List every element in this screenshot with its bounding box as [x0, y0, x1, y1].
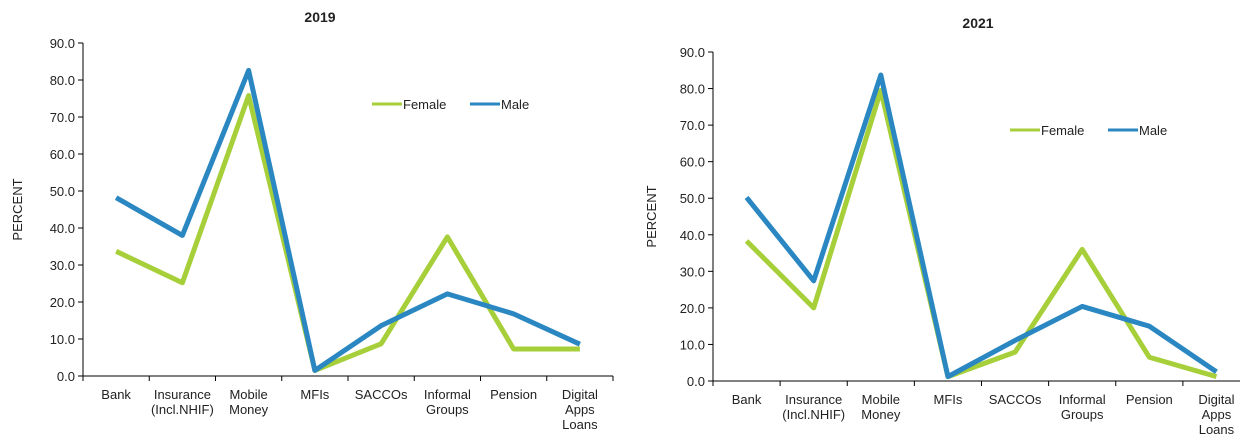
- legend-label: Male: [501, 97, 529, 112]
- x-tick-label: Informal Groups: [424, 387, 471, 417]
- x-tick-label: Informal Groups: [1059, 392, 1106, 422]
- y-axis-label: PERCENT: [644, 185, 659, 247]
- x-tick-label: Digital Apps Loans: [1198, 392, 1234, 437]
- y-tick-label: 40.0: [680, 228, 705, 243]
- y-tick-label: 90.0: [50, 36, 75, 51]
- y-tick-label: 60.0: [50, 147, 75, 162]
- chart-title: 2021: [962, 15, 993, 31]
- x-tick-label: Insurance (Incl.NHIF): [782, 392, 845, 422]
- x-tick-label: Mobile Money: [861, 392, 901, 422]
- x-tick-label: MFIs: [933, 392, 962, 407]
- y-tick-label: 20.0: [680, 301, 705, 316]
- y-tick-label: 70.0: [50, 110, 75, 125]
- y-tick-label: 10.0: [50, 332, 75, 347]
- y-tick-label: 70.0: [680, 118, 705, 133]
- y-tick-label: 20.0: [50, 295, 75, 310]
- y-tick-label: 10.0: [680, 337, 705, 352]
- x-tick-label: Bank: [732, 392, 762, 407]
- y-tick-label: 0.0: [57, 369, 75, 384]
- y-tick-label: 50.0: [50, 184, 75, 199]
- y-tick-label: 50.0: [680, 191, 705, 206]
- y-axis-label: PERCENT: [10, 178, 25, 240]
- series-line: [114, 67, 581, 373]
- x-tick-label: SACCOs: [989, 392, 1042, 407]
- x-tick-label: Bank: [101, 387, 131, 402]
- x-tick-label: MFIs: [300, 387, 329, 402]
- series-line: [744, 72, 1218, 380]
- series-line: [744, 87, 1218, 380]
- legend-label: Female: [1041, 123, 1084, 138]
- x-tick-label: SACCOs: [355, 387, 408, 402]
- y-tick-label: 40.0: [50, 221, 75, 236]
- x-tick-label: Mobile Money: [229, 387, 269, 417]
- legend-label: Male: [1139, 123, 1167, 138]
- y-tick-label: 30.0: [50, 258, 75, 273]
- x-tick-label: Pension: [490, 387, 537, 402]
- x-tick-label: Pension: [1126, 392, 1173, 407]
- y-tick-label: 0.0: [687, 374, 705, 389]
- y-tick-label: 60.0: [680, 155, 705, 170]
- y-tick-label: 80.0: [50, 73, 75, 88]
- y-tick-label: 30.0: [680, 264, 705, 279]
- y-tick-label: 90.0: [680, 45, 705, 60]
- x-tick-label: Digital Apps Loans: [562, 387, 598, 432]
- x-tick-label: Insurance (Incl.NHIF): [151, 387, 214, 417]
- y-tick-label: 80.0: [680, 82, 705, 97]
- legend-label: Female: [403, 97, 446, 112]
- chart-title: 2019: [304, 9, 335, 25]
- series-line: [115, 93, 580, 373]
